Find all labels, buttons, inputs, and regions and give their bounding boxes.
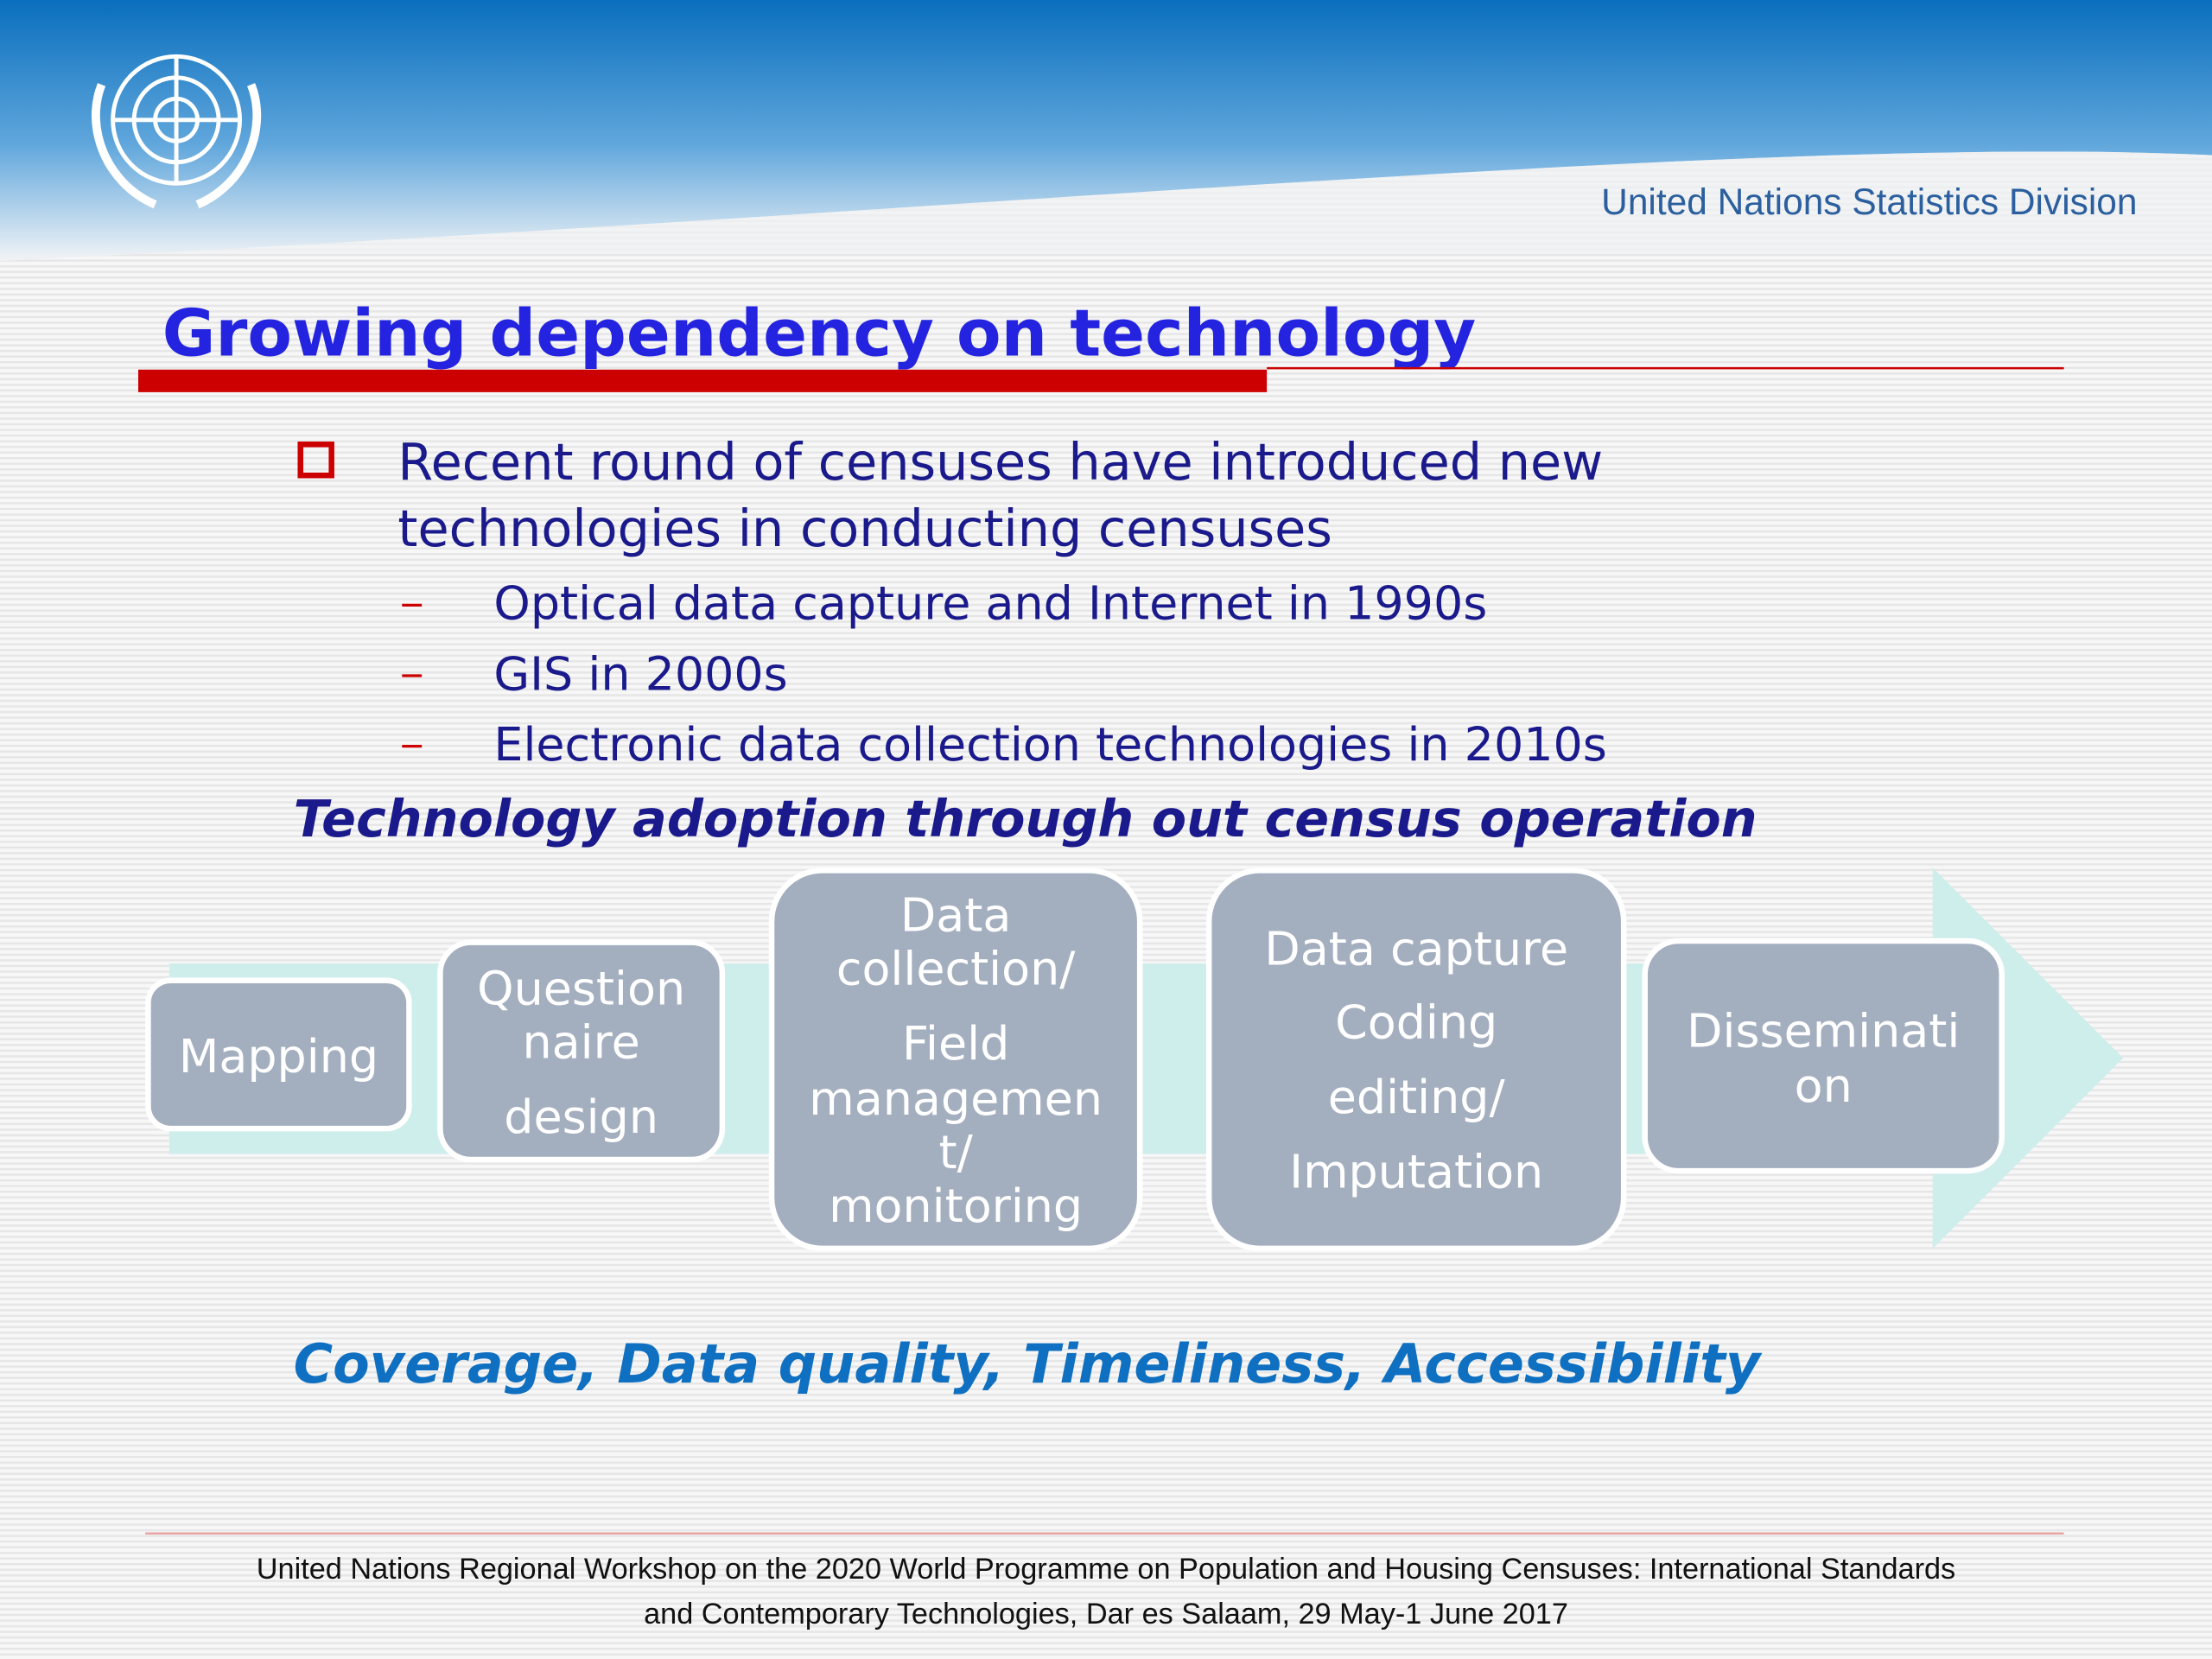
- footer-line: and Contemporary Technologies, Dar es Sa…: [644, 1598, 1568, 1630]
- bullet-line: technologies in conducting censuses: [397, 499, 1332, 558]
- footer-line: United Nations Regional Workshop on the …: [257, 1553, 1955, 1586]
- bullet-marker: [297, 442, 334, 479]
- step-label: naire: [523, 1014, 640, 1069]
- step-box: [437, 939, 726, 1163]
- step-label: Question: [477, 961, 685, 1015]
- step-label: Mapping: [179, 1029, 378, 1084]
- step-label: Data: [900, 888, 1012, 943]
- subitem: Electronic data collection technologies …: [493, 717, 1606, 772]
- header-band: [0, 0, 2212, 262]
- step-label: collection/: [836, 942, 1076, 996]
- step-label: Field: [902, 1016, 1009, 1071]
- step-label: Imputation: [1289, 1145, 1543, 1199]
- organization: United Nations Statistics Division: [1601, 181, 2137, 222]
- step-label: design: [504, 1090, 658, 1144]
- step-box: [1642, 938, 2005, 1174]
- step-label: t/: [938, 1125, 973, 1179]
- step-label: Disseminati: [1687, 1003, 1960, 1058]
- step-box: [1205, 868, 1627, 1252]
- outcomes: Coverage, Data quality, Timeliness, Acce…: [294, 1332, 1763, 1395]
- un-logo: [92, 54, 262, 209]
- slide-title: Growing dependency on technology: [162, 295, 1476, 371]
- subheading: Technology adoption through out census o…: [294, 789, 1758, 849]
- step-box: [145, 977, 412, 1132]
- subitem: Optical data capture and Internet in 199…: [493, 576, 1487, 631]
- subitem: GIS in 2000s: [493, 646, 787, 701]
- step-label: monitoring: [829, 1179, 1083, 1233]
- step-box: [768, 868, 1143, 1252]
- bullet-line: Recent round of censuses have introduced…: [397, 432, 1603, 492]
- step-label: managemen: [809, 1071, 1103, 1126]
- step-label: Coding: [1335, 995, 1497, 1050]
- subitems: Optical data capture and Internet in 199…: [402, 576, 1607, 772]
- step-label: editing/: [1328, 1070, 1506, 1124]
- step-label: on: [1795, 1058, 1853, 1113]
- header-swoosh: [0, 151, 2212, 262]
- step-label: Data capture: [1264, 922, 1568, 976]
- title-underline: [138, 369, 1268, 392]
